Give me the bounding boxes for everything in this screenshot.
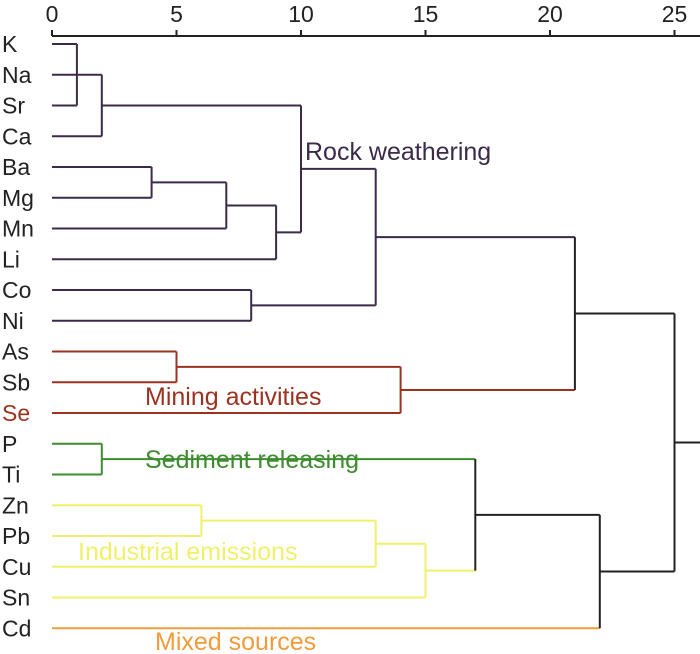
x-tick-label: 0 (46, 1, 59, 27)
cluster-label: Mining activities (145, 383, 321, 411)
leaf-label: Co (2, 277, 31, 303)
leaf-label: P (2, 431, 17, 457)
leaf-label: Sr (2, 93, 25, 119)
leaf-label: Sn (2, 585, 30, 611)
leaf-label: Se (2, 400, 30, 426)
leaf-label: Mn (2, 216, 34, 242)
leaf-label: Zn (2, 492, 29, 518)
leaf-label: Li (2, 246, 20, 272)
leaf-label: Ni (2, 308, 24, 334)
leaf-label: K (2, 31, 18, 57)
leaf-label: Ti (2, 462, 20, 488)
leaf-label: Pb (2, 523, 30, 549)
cluster-label: Mixed sources (155, 628, 316, 654)
leaf-label: Ca (2, 123, 32, 149)
leaf-label: Sb (2, 369, 30, 395)
cluster-label: Sediment releasing (145, 446, 359, 474)
x-tick-label: 25 (662, 1, 688, 27)
x-tick-label: 5 (170, 1, 183, 27)
leaf-label: Ba (2, 154, 30, 180)
leaf-label: Cd (2, 615, 31, 641)
x-tick-label: 10 (288, 1, 314, 27)
leaf-label: Na (2, 62, 32, 88)
leaf-label: As (2, 339, 29, 365)
cluster-label: Industrial emissions (78, 538, 298, 566)
cluster-label: Rock weathering (305, 138, 491, 166)
x-tick-label: 15 (413, 1, 439, 27)
leaf-label: Cu (2, 554, 31, 580)
leaf-label: Mg (2, 185, 34, 211)
x-tick-label: 20 (537, 1, 563, 27)
